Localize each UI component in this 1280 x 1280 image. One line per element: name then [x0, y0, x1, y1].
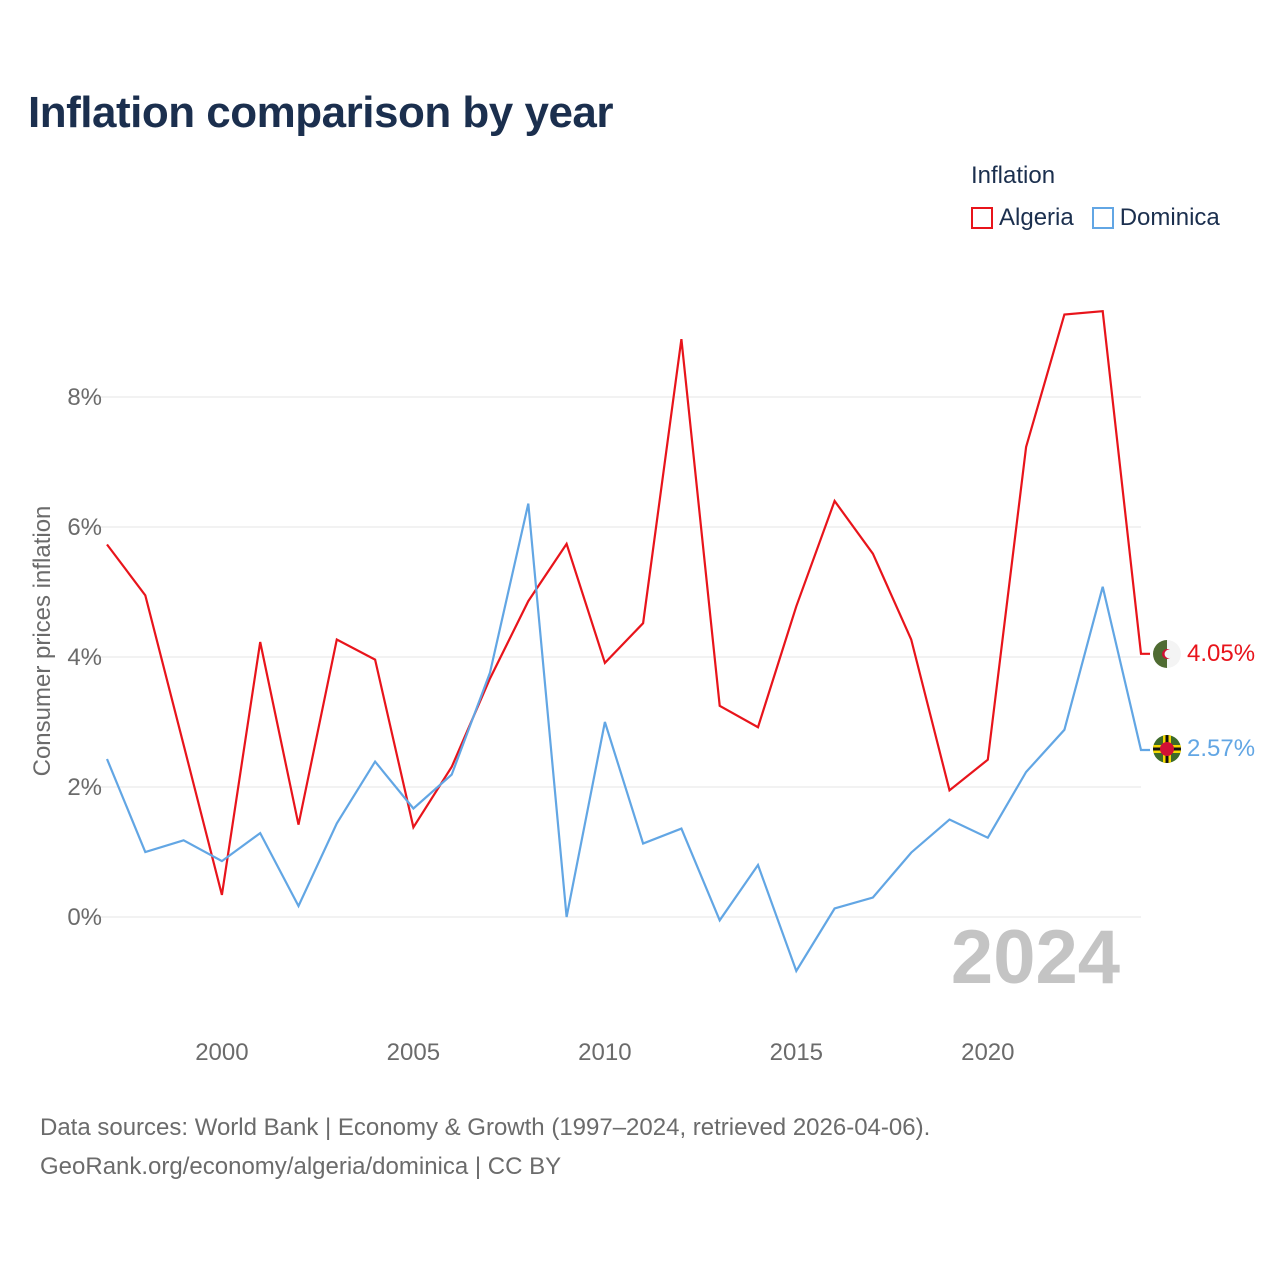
x-tick-label: 2000 — [195, 1039, 248, 1066]
x-tick-label: 2015 — [770, 1039, 823, 1066]
y-tick-label: 4% — [67, 644, 102, 671]
y-tick-label: 0% — [67, 904, 102, 931]
x-tick-label: 2005 — [387, 1039, 440, 1066]
legend-label-algeria: Algeria — [999, 204, 1074, 231]
series-line-algeria[interactable] — [106, 310, 1150, 896]
x-tick-label: 2020 — [961, 1039, 1014, 1066]
legend-title: Inflation — [971, 162, 1056, 189]
x-tick-label: 2010 — [578, 1039, 631, 1066]
x-axis-ticks: 2000 2005 2010 2015 2020 — [195, 1039, 1014, 1066]
footer-sources: Data sources: World Bank | Economy & Gro… — [40, 1114, 931, 1141]
legend-item-dominica[interactable]: Dominica — [1091, 204, 1220, 232]
algeria-flag-icon — [1153, 640, 1181, 668]
series-lines — [105, 310, 1150, 974]
line-chart: 0% 2% 4% 6% 8% 2000 2005 2010 2015 2020 Consumer… — [29, 310, 1255, 1066]
end-label-algeria: 4.05% — [1187, 640, 1255, 667]
y-axis-ticks: 0% 2% 4% 6% 8% — [67, 384, 102, 931]
y-tick-label: 2% — [67, 774, 102, 801]
end-label-dominica: 2.57% — [1187, 735, 1255, 762]
y-tick-label: 6% — [67, 514, 102, 541]
legend: Algeria Dominica — [971, 204, 1238, 232]
legend-label-dominica: Dominica — [1119, 204, 1220, 231]
chart-title: Inflation comparison by year — [28, 88, 614, 137]
dominica-flag-icon — [1153, 735, 1181, 763]
footer-attribution: GeoRank.org/economy/algeria/dominica | C… — [40, 1153, 562, 1180]
series-line-dominica[interactable] — [105, 503, 1150, 974]
legend-item-algeria[interactable]: Algeria — [971, 204, 1074, 232]
legend-swatch-algeria — [971, 207, 993, 229]
y-tick-label: 8% — [67, 384, 102, 411]
footer: Data sources: World Bank | Economy & Gro… — [40, 1108, 930, 1186]
year-watermark: 2024 — [951, 915, 1120, 1000]
y-axis-label: Consumer prices inflation — [29, 506, 56, 777]
legend-swatch-dominica — [1091, 207, 1114, 229]
